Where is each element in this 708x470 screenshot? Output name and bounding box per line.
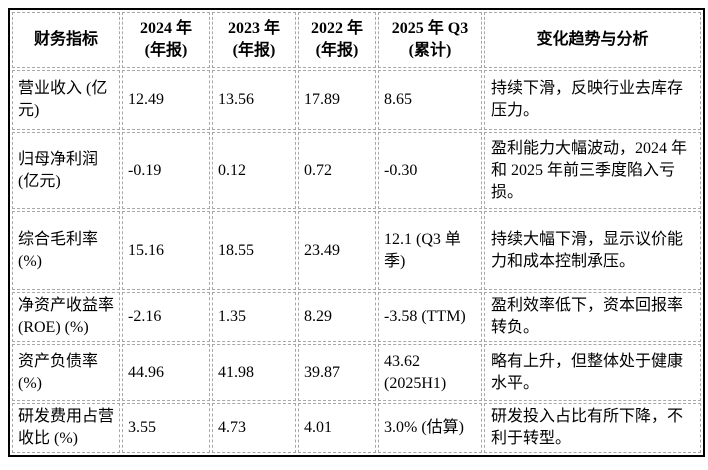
value-cell-2022: 0.72 xyxy=(298,132,376,209)
analysis-cell: 研发投入占比有所下降，不利于转型。 xyxy=(484,403,701,453)
header-2023-period: (年报) xyxy=(232,42,276,59)
header-2023: 2023 年 (年报) xyxy=(212,12,296,68)
header-row: 财务指标 2024 年 (年报) 2023 年 (年报) 2022 年 (年报)… xyxy=(12,12,701,68)
indicator-cell: 归母净利润 (亿元) xyxy=(12,132,120,209)
value-cell-2025q3: 43.62 (2025H1) xyxy=(378,344,482,401)
indicator-cell: 净资产收益率(ROE) (%) xyxy=(12,292,120,342)
header-2025q3-period: (累计) xyxy=(408,42,452,59)
table-row-rd-ratio: 研发费用占营收比 (%) 3.55 4.73 4.01 3.0% (估算) 研发… xyxy=(12,403,701,453)
financial-metrics-table: 财务指标 2024 年 (年报) 2023 年 (年报) 2022 年 (年报)… xyxy=(8,8,705,457)
value-cell-2025q3: 12.1 (Q3 单季) xyxy=(378,211,482,290)
value-cell-2023: 13.56 xyxy=(212,70,296,130)
table-row-roe: 净资产收益率(ROE) (%) -2.16 1.35 8.29 -3.58 (T… xyxy=(12,292,701,342)
header-analysis-label: 变化趋势与分析 xyxy=(536,31,649,48)
indicator-cell: 研发费用占营收比 (%) xyxy=(12,403,120,453)
header-2025q3-year: 2025 年 Q3 xyxy=(391,20,469,37)
value-cell-2022: 39.87 xyxy=(298,344,376,401)
value-cell-2023: 18.55 xyxy=(212,211,296,290)
value-cell-2023: 4.73 xyxy=(212,403,296,453)
header-2023-year: 2023 年 xyxy=(227,20,280,37)
value-cell-2025q3: 8.65 xyxy=(378,70,482,130)
value-cell-2022: 23.49 xyxy=(298,211,376,290)
value-cell-2024: 12.49 xyxy=(122,70,210,130)
value-cell-2025q3: -3.58 (TTM) xyxy=(378,292,482,342)
header-2022-period: (年报) xyxy=(315,42,359,59)
value-cell-2023: 1.35 xyxy=(212,292,296,342)
value-cell-2022: 8.29 xyxy=(298,292,376,342)
analysis-cell: 持续大幅下滑，显示议价能力和成本控制承压。 xyxy=(484,211,701,290)
value-cell-2024: -2.16 xyxy=(122,292,210,342)
header-2025q3: 2025 年 Q3 (累计) xyxy=(378,12,482,68)
header-2024: 2024 年 (年报) xyxy=(122,12,210,68)
table-row-net-profit: 归母净利润 (亿元) -0.19 0.12 0.72 -0.30 盈利能力大幅波… xyxy=(12,132,701,209)
analysis-cell: 持续下滑，反映行业去库存压力。 xyxy=(484,70,701,130)
value-cell-2024: 15.16 xyxy=(122,211,210,290)
indicator-cell: 资产负债率 (%) xyxy=(12,344,120,401)
header-analysis: 变化趋势与分析 xyxy=(484,12,701,68)
indicator-cell: 综合毛利率 (%) xyxy=(12,211,120,290)
header-2022: 2022 年 (年报) xyxy=(298,12,376,68)
value-cell-2024: 3.55 xyxy=(122,403,210,453)
value-cell-2022: 17.89 xyxy=(298,70,376,130)
value-cell-2023: 0.12 xyxy=(212,132,296,209)
table-row-debt-ratio: 资产负债率 (%) 44.96 41.98 39.87 43.62 (2025H… xyxy=(12,344,701,401)
indicator-cell: 营业收入 (亿元) xyxy=(12,70,120,130)
table-row-revenue: 营业收入 (亿元) 12.49 13.56 17.89 8.65 持续下滑，反映… xyxy=(12,70,701,130)
value-cell-2023: 41.98 xyxy=(212,344,296,401)
value-cell-2024: 44.96 xyxy=(122,344,210,401)
header-2024-period: (年报) xyxy=(144,42,188,59)
value-cell-2024: -0.19 xyxy=(122,132,210,209)
header-indicator: 财务指标 xyxy=(12,12,120,68)
header-indicator-label: 财务指标 xyxy=(33,31,98,48)
value-cell-2025q3: -0.30 xyxy=(378,132,482,209)
table-row-gross-margin: 综合毛利率 (%) 15.16 18.55 23.49 12.1 (Q3 单季)… xyxy=(12,211,701,290)
header-2022-year: 2022 年 xyxy=(310,20,363,37)
analysis-cell: 盈利能力大幅波动，2024 年和 2025 年前三季度陷入亏损。 xyxy=(484,132,701,209)
header-2024-year: 2024 年 xyxy=(139,20,192,37)
value-cell-2022: 4.01 xyxy=(298,403,376,453)
analysis-cell: 略有上升，但整体处于健康水平。 xyxy=(484,344,701,401)
value-cell-2025q3: 3.0% (估算) xyxy=(378,403,482,453)
analysis-cell: 盈利效率低下，资本回报率转负。 xyxy=(484,292,701,342)
